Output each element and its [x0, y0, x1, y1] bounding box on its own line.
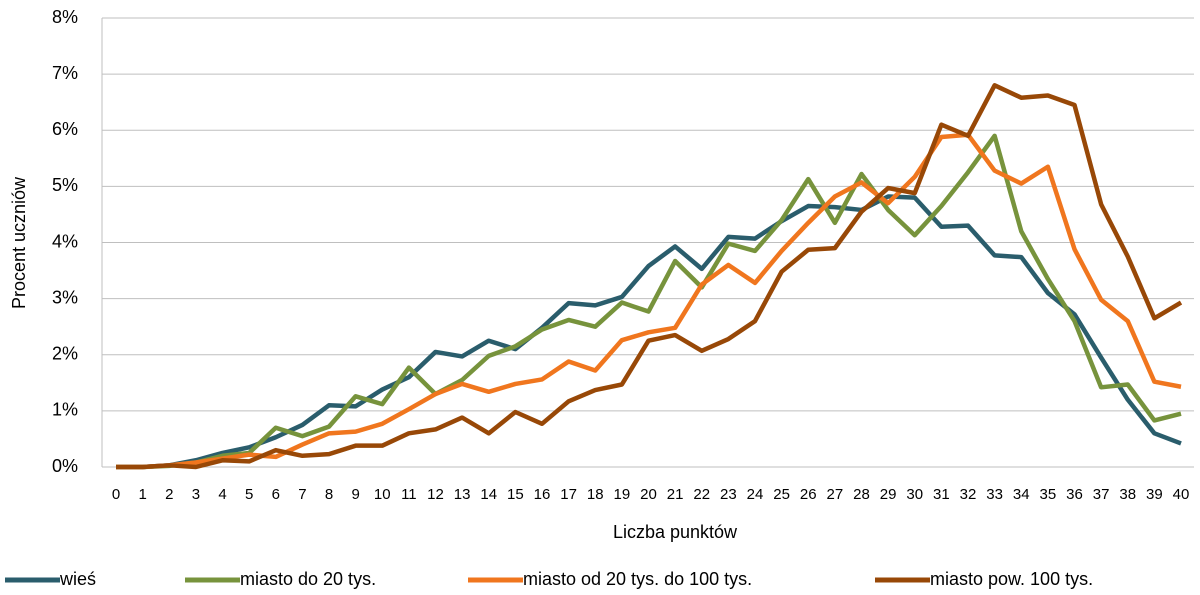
legend-label: wieś [59, 569, 96, 589]
x-tick-label: 12 [427, 486, 444, 503]
x-tick-label: 24 [747, 486, 764, 503]
x-tick-label: 7 [298, 486, 306, 503]
x-tick-label: 33 [986, 486, 1003, 503]
x-tick-label: 5 [245, 486, 253, 503]
x-tick-label: 34 [1013, 486, 1030, 503]
x-tick-label: 36 [1066, 486, 1083, 503]
x-tick-label: 22 [693, 486, 710, 503]
y-tick-label: 4% [52, 231, 78, 251]
x-tick-label: 39 [1146, 486, 1163, 503]
x-tick-label: 9 [351, 486, 359, 503]
y-tick-label: 8% [52, 7, 78, 27]
x-tick-label: 28 [853, 486, 870, 503]
series-line [116, 133, 1182, 470]
y-tick-label: 6% [52, 119, 78, 139]
y-tick-label: 5% [52, 175, 78, 195]
x-tick-label: 32 [960, 486, 977, 503]
x-tick-label: 4 [218, 486, 226, 503]
x-tick-label: 2 [165, 486, 173, 503]
series-line [116, 83, 1183, 470]
x-tick-label: 16 [534, 486, 551, 503]
x-tick-label: 38 [1119, 486, 1136, 503]
x-tick-label: 14 [480, 486, 497, 503]
legend-label: miasto od 20 tys. do 100 tys. [523, 569, 752, 589]
y-tick-label: 2% [52, 344, 78, 364]
x-tick-label: 26 [800, 486, 817, 503]
x-tick-label: 23 [720, 486, 737, 503]
y-axis-label: Procent uczniów [9, 176, 29, 309]
series-line [116, 194, 1182, 470]
x-tick-label: 10 [374, 486, 391, 503]
x-tick-label: 0 [112, 486, 120, 503]
x-tick-label: 25 [773, 486, 790, 503]
x-tick-label: 31 [933, 486, 950, 503]
x-tick-label: 13 [454, 486, 471, 503]
x-tick-label: 11 [401, 486, 417, 503]
y-tick-label: 1% [52, 400, 78, 420]
series-line [116, 132, 1182, 470]
x-tick-label: 30 [906, 486, 923, 503]
x-tick-label: 35 [1040, 486, 1057, 503]
x-tick-label: 37 [1093, 486, 1110, 503]
x-tick-label: 29 [880, 486, 897, 503]
x-tick-label: 15 [507, 486, 524, 503]
x-tick-label: 40 [1173, 486, 1190, 503]
legend-label: miasto pow. 100 tys. [930, 569, 1093, 589]
x-tick-label: 6 [272, 486, 280, 503]
y-tick-label: 7% [52, 63, 78, 83]
x-tick-label: 27 [827, 486, 844, 503]
x-tick-label: 3 [192, 486, 200, 503]
x-tick-label: 18 [587, 486, 604, 503]
x-tick-label: 1 [138, 486, 146, 503]
y-tick-label: 0% [52, 456, 78, 476]
x-tick-label: 17 [560, 486, 577, 503]
x-axis-label: Liczba punktów [613, 522, 738, 542]
y-tick-label: 3% [52, 287, 78, 307]
legend-label: miasto do 20 tys. [240, 569, 376, 589]
x-tick-label: 21 [667, 486, 684, 503]
x-tick-label: 19 [614, 486, 631, 503]
x-tick-label: 8 [325, 486, 333, 503]
x-tick-label: 20 [640, 486, 657, 503]
